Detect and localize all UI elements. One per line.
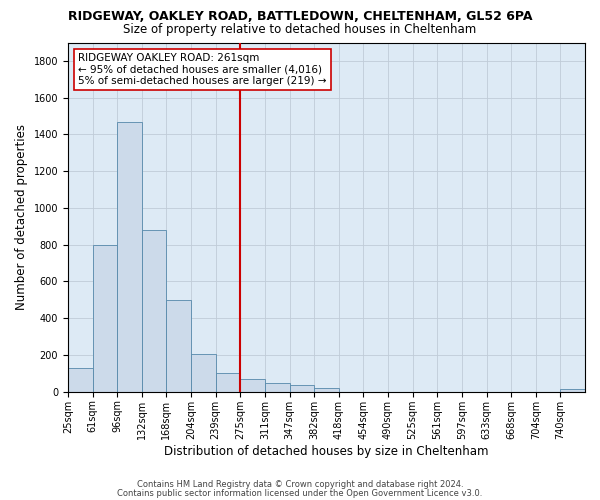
- Text: RIDGEWAY OAKLEY ROAD: 261sqm
← 95% of detached houses are smaller (4,016)
5% of : RIDGEWAY OAKLEY ROAD: 261sqm ← 95% of de…: [78, 53, 327, 86]
- Bar: [68, 368, 92, 392]
- Bar: [560, 389, 585, 392]
- Bar: [265, 382, 290, 392]
- Bar: [166, 300, 191, 392]
- Text: Contains public sector information licensed under the Open Government Licence v3: Contains public sector information licen…: [118, 488, 482, 498]
- Bar: [117, 122, 142, 392]
- Bar: [290, 386, 314, 392]
- Bar: [92, 244, 117, 392]
- Bar: [314, 388, 339, 392]
- Bar: [142, 230, 166, 392]
- Text: Contains HM Land Registry data © Crown copyright and database right 2024.: Contains HM Land Registry data © Crown c…: [137, 480, 463, 489]
- Y-axis label: Number of detached properties: Number of detached properties: [15, 124, 28, 310]
- Bar: [240, 379, 265, 392]
- Text: Size of property relative to detached houses in Cheltenham: Size of property relative to detached ho…: [124, 22, 476, 36]
- Bar: [215, 372, 240, 392]
- Bar: [191, 354, 215, 392]
- X-axis label: Distribution of detached houses by size in Cheltenham: Distribution of detached houses by size …: [164, 444, 489, 458]
- Text: RIDGEWAY, OAKLEY ROAD, BATTLEDOWN, CHELTENHAM, GL52 6PA: RIDGEWAY, OAKLEY ROAD, BATTLEDOWN, CHELT…: [68, 10, 532, 23]
